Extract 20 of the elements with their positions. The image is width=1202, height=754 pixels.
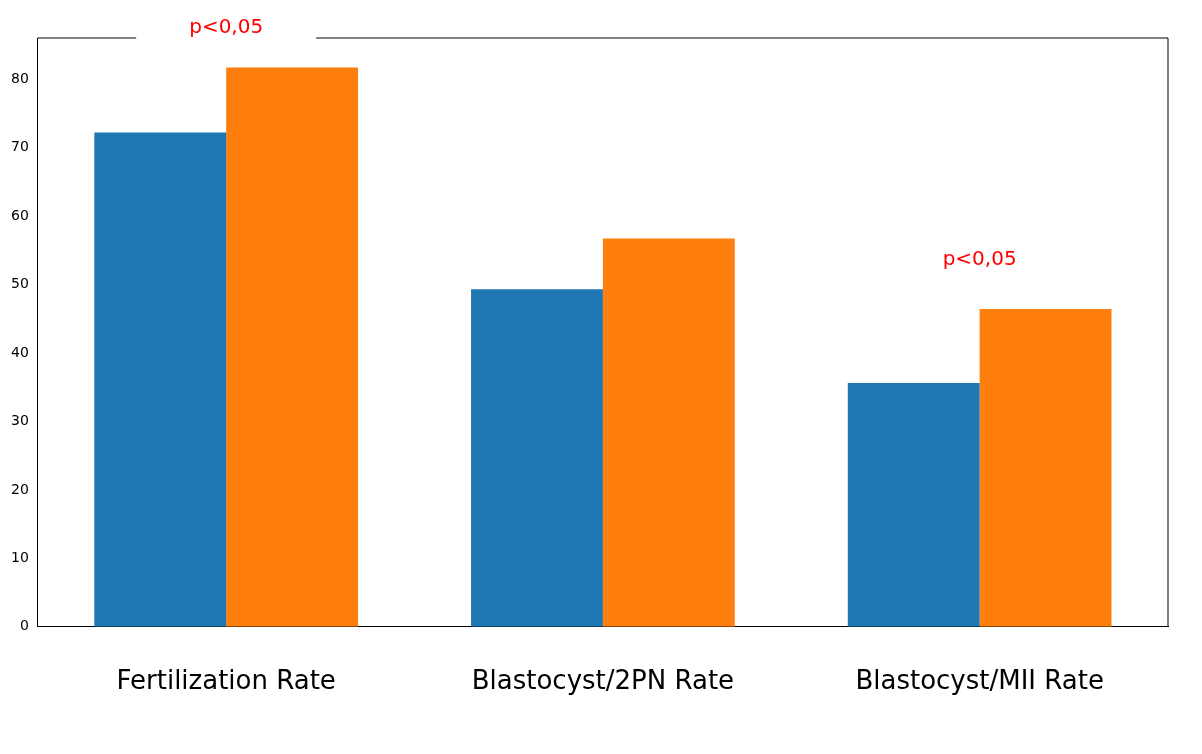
y-tick-label: 20: [10, 480, 29, 497]
x-tick-label: Fertilization Rate: [116, 665, 336, 696]
y-tick-label: 50: [10, 275, 29, 292]
bar: [94, 132, 227, 627]
x-tick-label: Blastocyst/MII Rate: [855, 665, 1104, 696]
y-tick-label: 60: [10, 206, 29, 223]
y-tick-label: 0: [19, 617, 29, 634]
y-tick-label: 10: [10, 548, 29, 565]
annotation: p<0,05: [189, 14, 264, 39]
annotation: p<0,05: [942, 245, 1017, 270]
x-tick-label: Blastocyst/2PN Rate: [471, 665, 735, 696]
bar: [602, 238, 735, 627]
y-tick-label: 40: [10, 343, 29, 360]
y-tick-label: 70: [10, 138, 29, 155]
bar: [847, 383, 980, 627]
bar: [979, 309, 1112, 627]
bar: [471, 289, 603, 627]
bar: [226, 67, 359, 627]
y-tick-label: 30: [10, 412, 29, 429]
y-tick-label: 80: [10, 69, 29, 86]
